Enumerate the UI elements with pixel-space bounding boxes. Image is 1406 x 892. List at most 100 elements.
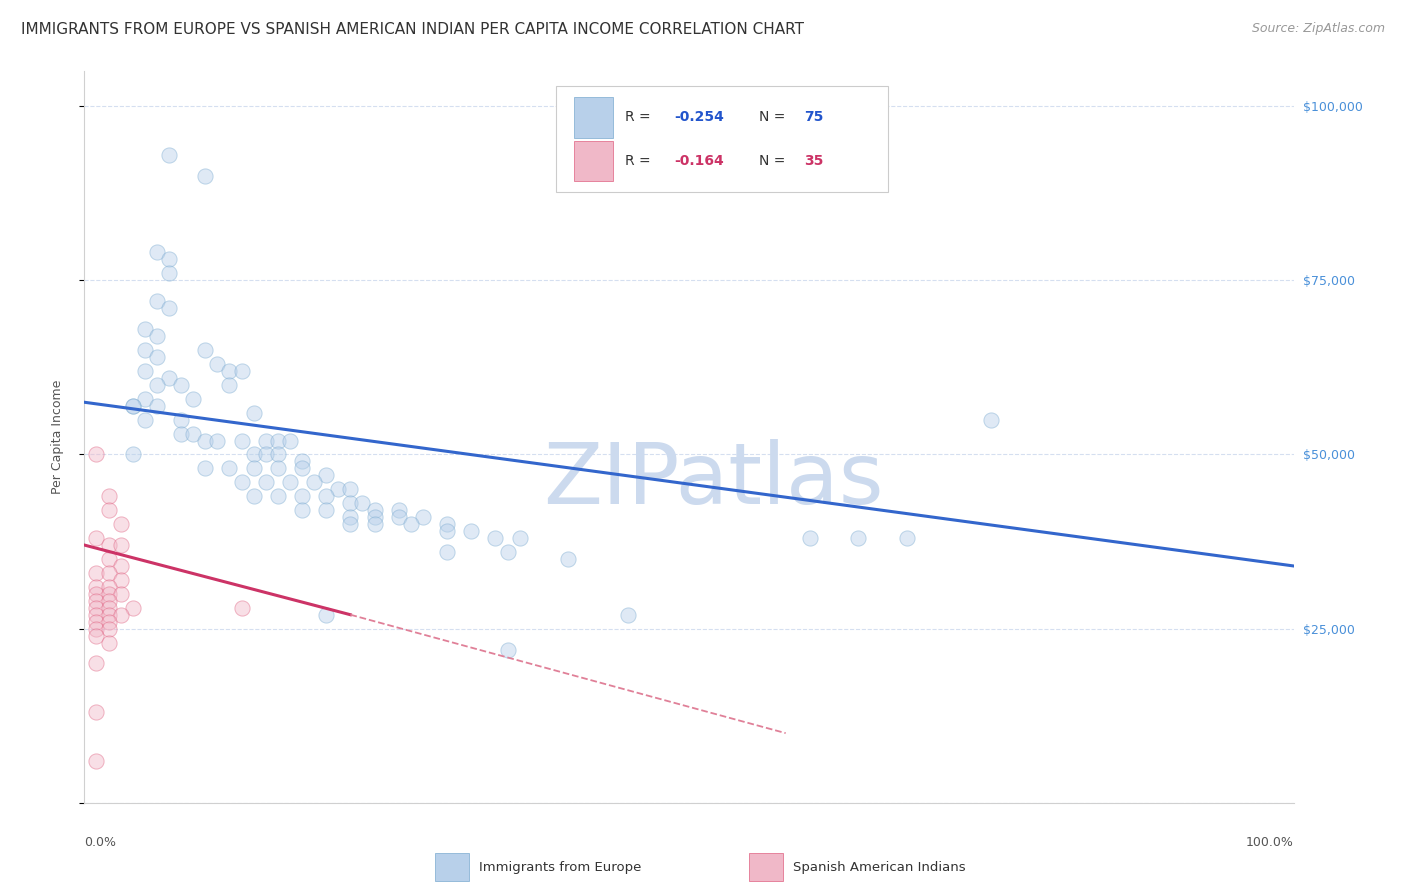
Point (157, 371, 180, 385)
Point (86, 448, 108, 462)
Point (146, 377, 169, 392)
Point (86, 622, 108, 636)
Point (97, 594, 120, 608)
Text: Source: ZipAtlas.com: Source: ZipAtlas.com (1251, 22, 1385, 36)
Point (97, 552, 120, 566)
Point (315, 607, 337, 622)
Point (496, 545, 519, 559)
Point (242, 448, 264, 462)
Point (86, 754, 108, 768)
Point (170, 377, 193, 392)
Point (194, 461, 217, 475)
Point (617, 607, 640, 622)
Text: -0.164: -0.164 (675, 154, 724, 169)
Point (86, 566, 108, 580)
Point (339, 510, 361, 524)
Point (339, 517, 361, 532)
FancyBboxPatch shape (555, 86, 889, 192)
Text: R =: R = (624, 154, 655, 169)
Point (267, 489, 290, 503)
Point (97, 566, 120, 580)
Point (207, 357, 229, 371)
Point (146, 294, 169, 309)
Point (846, 531, 869, 545)
Point (146, 329, 169, 343)
Point (110, 587, 132, 601)
Point (86, 587, 108, 601)
Text: N =: N = (759, 154, 790, 169)
Point (339, 483, 361, 497)
Point (194, 169, 217, 183)
Point (97, 503, 120, 517)
Point (86, 629, 108, 643)
Point (86, 600, 108, 615)
Point (97, 622, 120, 636)
Point (242, 461, 264, 475)
Point (267, 434, 290, 448)
Text: IMMIGRANTS FROM EUROPE VS SPANISH AMERICAN INDIAN PER CAPITA INCOME CORRELATION : IMMIGRANTS FROM EUROPE VS SPANISH AMERIC… (21, 22, 804, 37)
Point (509, 531, 531, 545)
Point (315, 468, 337, 483)
Point (460, 524, 482, 538)
Point (980, 412, 1002, 426)
Y-axis label: Per Capita Income: Per Capita Income (51, 380, 63, 494)
Point (134, 322, 156, 336)
Point (86, 531, 108, 545)
Point (436, 524, 458, 538)
Point (231, 600, 253, 615)
Point (110, 558, 132, 573)
Point (134, 412, 156, 426)
Point (436, 545, 458, 559)
Point (121, 600, 143, 615)
Point (302, 475, 325, 490)
Point (352, 496, 374, 510)
Text: 100.0%: 100.0% (1246, 836, 1294, 848)
Point (254, 434, 277, 448)
Point (799, 531, 821, 545)
Point (218, 364, 240, 378)
Point (97, 580, 120, 594)
Point (218, 377, 240, 392)
Point (328, 483, 350, 497)
Point (496, 642, 519, 657)
Point (97, 600, 120, 615)
Text: R =: R = (624, 111, 655, 125)
Point (207, 434, 229, 448)
Point (86, 607, 108, 622)
Point (436, 517, 458, 532)
Point (896, 531, 918, 545)
Point (278, 475, 301, 490)
Text: 75: 75 (804, 111, 823, 125)
Text: N =: N = (759, 111, 790, 125)
Point (267, 448, 290, 462)
Point (110, 573, 132, 587)
Point (97, 538, 120, 552)
Point (388, 503, 411, 517)
Point (121, 399, 143, 413)
Text: 35: 35 (804, 154, 823, 169)
Point (194, 343, 217, 357)
Point (254, 475, 277, 490)
Point (363, 503, 385, 517)
Point (110, 607, 132, 622)
Point (86, 657, 108, 671)
Point (231, 434, 253, 448)
Point (170, 412, 193, 426)
Point (157, 266, 180, 280)
Point (134, 343, 156, 357)
Point (97, 587, 120, 601)
Point (157, 148, 180, 162)
Point (242, 489, 264, 503)
Point (291, 489, 314, 503)
Point (146, 399, 169, 413)
Point (363, 517, 385, 532)
Point (110, 538, 132, 552)
Point (388, 510, 411, 524)
Point (278, 434, 301, 448)
Point (315, 503, 337, 517)
Point (86, 705, 108, 719)
Point (110, 517, 132, 532)
Point (146, 245, 169, 260)
Point (157, 301, 180, 316)
Point (291, 461, 314, 475)
